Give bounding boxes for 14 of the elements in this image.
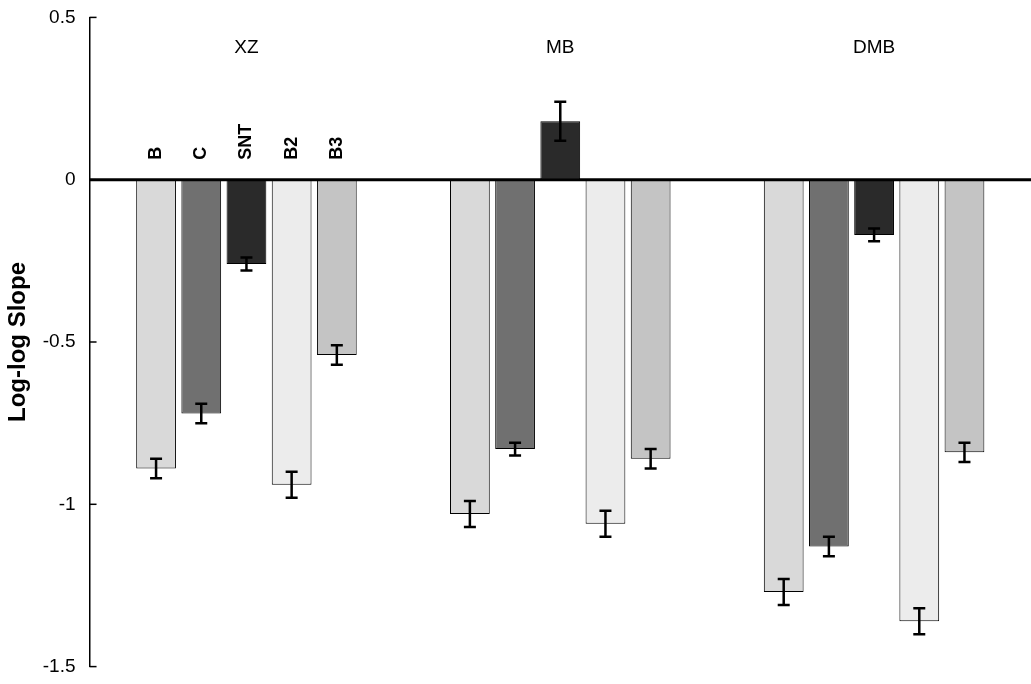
text: B bbox=[145, 146, 166, 160]
x-tick-label: MB bbox=[546, 35, 575, 57]
text: B3 bbox=[325, 136, 346, 160]
y-tick-label: 0.5 bbox=[49, 5, 76, 27]
x-tick-label: XZ bbox=[234, 35, 259, 57]
y-axis-title: Log-log Slope bbox=[3, 262, 31, 422]
text: B2 bbox=[280, 136, 301, 160]
y-tick-label: -0.5 bbox=[42, 330, 76, 352]
y-tick-label: -1.5 bbox=[42, 654, 76, 676]
text: SNT bbox=[235, 123, 256, 160]
x-tick-label: DMB bbox=[852, 35, 896, 57]
text: C bbox=[190, 146, 211, 160]
y-tick-label: 0 bbox=[64, 167, 76, 189]
y-tick-label: -1 bbox=[58, 492, 76, 514]
